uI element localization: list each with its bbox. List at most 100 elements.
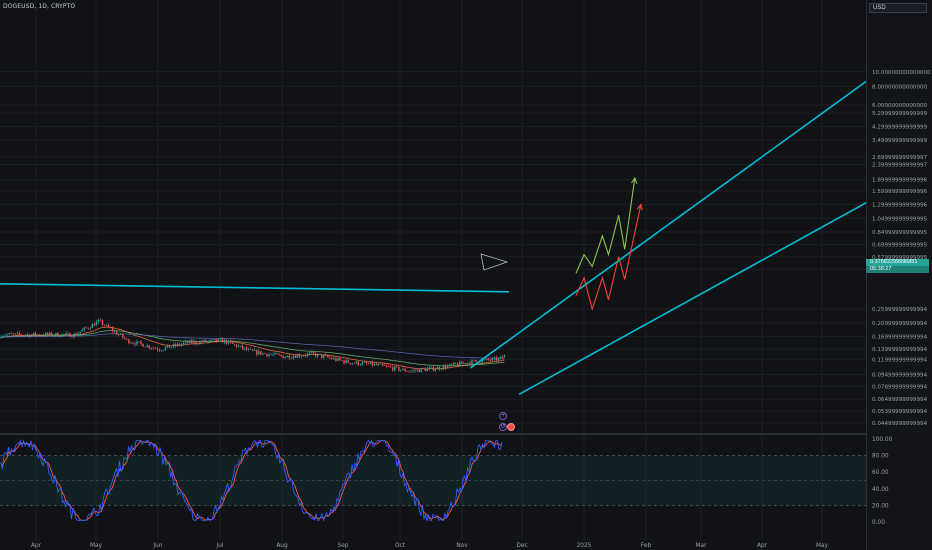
candle-body xyxy=(46,333,49,335)
candle-body xyxy=(22,335,25,336)
candle-body xyxy=(455,362,457,364)
candle-body xyxy=(211,339,213,341)
candle-body xyxy=(42,335,45,337)
candle-body xyxy=(434,369,437,371)
candle-body xyxy=(367,363,370,365)
candle-body xyxy=(404,368,406,372)
candle-body xyxy=(264,353,266,354)
candle-body xyxy=(20,334,22,336)
candle-body xyxy=(373,363,376,366)
currency-button[interactable]: USD xyxy=(869,3,927,13)
bear-projection-path xyxy=(575,204,642,311)
add-alert-icon[interactable]: + xyxy=(499,412,507,420)
candle-body xyxy=(422,368,424,369)
candle-body xyxy=(465,363,467,365)
candle-body xyxy=(203,340,205,343)
candle-body xyxy=(479,362,481,364)
candle-body xyxy=(6,334,8,336)
candle-body xyxy=(89,328,92,329)
candle-body xyxy=(345,360,347,364)
candle-body xyxy=(140,341,142,344)
candle-body xyxy=(249,348,252,350)
candle-body xyxy=(503,355,506,358)
candle-body xyxy=(107,324,110,328)
candle-body xyxy=(109,327,112,329)
candle-body xyxy=(87,328,89,329)
replay-icon[interactable]: ↺ xyxy=(499,423,507,431)
candle-body xyxy=(252,349,254,351)
candle-body xyxy=(201,341,203,343)
candle-body xyxy=(217,339,219,342)
candle-body xyxy=(286,355,288,358)
candle-body xyxy=(85,327,87,329)
ema-mid-line xyxy=(1,330,505,367)
candle-body xyxy=(162,349,165,351)
bull-projection-path-arrowhead xyxy=(631,176,638,184)
candle-body xyxy=(396,366,398,367)
candle-body xyxy=(134,343,136,345)
candle-body xyxy=(371,362,374,366)
candle-body xyxy=(493,357,495,359)
candle-body xyxy=(225,339,228,344)
candle-body xyxy=(359,364,362,366)
stochastic-oscillator xyxy=(0,439,503,522)
candle-body xyxy=(377,364,380,366)
bull-projection-path xyxy=(575,177,636,274)
candle-body xyxy=(495,357,498,361)
candle-body xyxy=(174,344,177,346)
candle-body xyxy=(111,328,114,332)
candle-body xyxy=(10,333,12,334)
chart-grid xyxy=(0,0,866,540)
candle-body xyxy=(266,353,268,357)
candle-body xyxy=(329,357,331,359)
current-price-label: 0.37682299996881 xyxy=(866,259,929,266)
candle-body xyxy=(485,358,487,360)
candle-body xyxy=(65,333,67,335)
candle-body xyxy=(343,360,345,364)
candle-body xyxy=(223,339,225,343)
candle-body xyxy=(237,346,240,348)
candle-body xyxy=(383,365,386,366)
candle-body xyxy=(4,335,6,337)
price-axis[interactable] xyxy=(866,0,932,550)
candle-body xyxy=(83,327,85,330)
candle-body xyxy=(160,350,163,352)
candle-body xyxy=(375,363,378,366)
candle-body xyxy=(499,356,502,359)
candle-body xyxy=(414,370,416,371)
event-marker-icon[interactable] xyxy=(507,423,515,431)
pane-separator[interactable] xyxy=(0,433,932,435)
candle-body xyxy=(274,353,276,355)
candle-body xyxy=(316,353,319,357)
candle-body xyxy=(355,361,357,364)
candle-body xyxy=(26,334,29,336)
candle-body xyxy=(481,360,483,363)
candle-body xyxy=(440,369,443,370)
candle-body xyxy=(335,358,337,361)
candle-body xyxy=(282,356,284,359)
candle-body xyxy=(170,346,173,348)
ema-fast-line xyxy=(1,326,505,370)
bear-projection-path-arrowhead xyxy=(636,203,643,211)
candle-body xyxy=(260,351,262,355)
candle-body xyxy=(197,343,199,345)
horizontal-resistance-line xyxy=(0,283,510,293)
candle-body xyxy=(428,367,431,369)
candle-body xyxy=(176,343,179,346)
candle-body xyxy=(294,356,297,358)
candle-body xyxy=(333,358,335,360)
candle-body xyxy=(430,366,433,368)
candle-body xyxy=(418,369,420,373)
candle-body xyxy=(164,347,167,350)
candle-body xyxy=(353,363,355,364)
candle-body xyxy=(469,362,471,365)
candle-body xyxy=(410,370,412,372)
candle-body xyxy=(120,334,122,335)
candle-body xyxy=(49,332,51,335)
candle-body xyxy=(148,345,150,349)
candle-body xyxy=(306,353,309,356)
candle-body xyxy=(290,358,292,359)
ma-slow-line xyxy=(1,333,505,359)
candle-body xyxy=(386,365,388,367)
